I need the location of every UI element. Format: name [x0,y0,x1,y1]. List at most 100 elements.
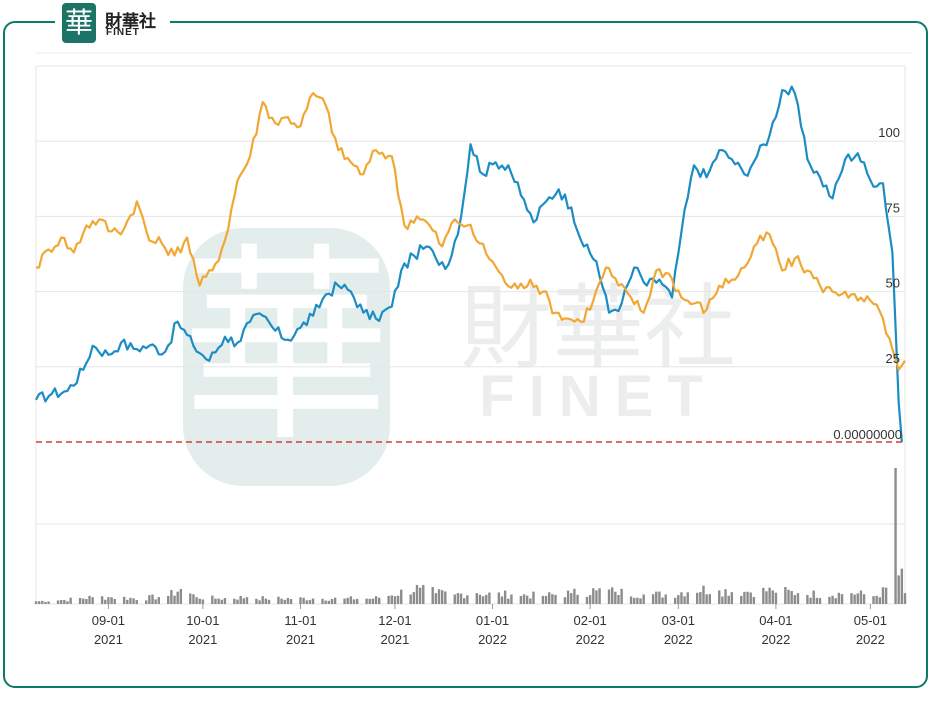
volume-bar [566,590,570,604]
volume-bar [633,597,636,604]
volume-bar [434,593,438,604]
volume-bar [900,568,904,604]
volume-bar [705,594,708,604]
volume-bar [104,599,107,604]
logo-name-cn: 財華社 [105,12,156,32]
series-line-blue [35,85,903,443]
volume-bar [346,597,349,604]
volume-bar [903,593,907,604]
x-tick-label-month: 09-01 [92,613,125,628]
volume-bar [324,600,327,604]
volume-bar [412,592,416,604]
x-tick-label-year: 2021 [94,632,123,647]
volume-bar [409,594,412,604]
volume-bar [721,596,724,604]
volume-bar [261,596,264,604]
volume-bar [488,592,491,604]
volume-bar [655,591,658,604]
volume-bar [85,599,88,604]
x-tick-label-month: 03-01 [662,613,695,628]
volume-bar [63,599,66,604]
volume-bar [327,600,331,604]
volume-bar [422,584,425,604]
volume-bar [862,594,866,604]
volume-bar [743,591,746,604]
volume-bar [532,591,535,604]
x-tick-label-year: 2022 [478,632,507,647]
volume-bar [122,596,126,604]
volume-bar [503,590,507,604]
volume-bar [459,593,463,604]
volume-bar [507,598,510,604]
y-tick-labels: 100 75 50 25 [878,125,900,366]
volume-bar [525,595,529,604]
volume-bar [34,601,38,604]
x-tick-label-month: 12-01 [378,613,411,628]
volume-bar [396,595,400,604]
volume-bar [872,596,875,604]
volume-bar [233,598,236,604]
volume-bar [607,589,611,604]
volume-bar [148,595,151,604]
volume-bar [69,597,72,604]
volume-bar [463,598,466,604]
volume-bar [809,597,812,604]
volume-bar [217,598,220,604]
volume-bar [223,598,227,604]
watermark-badge [183,228,390,486]
volume-bar [113,598,116,604]
volume-bar [859,590,863,604]
volume-bar [176,591,179,604]
volume-bar [195,597,198,604]
volume-bar [59,600,63,604]
logo-badge: 華 [62,3,96,43]
volume-bar [481,596,485,604]
x-tick-labels: 09-01 2021 10-01 2021 11-01 2021 12-01 2021 01-0… [92,604,887,647]
volume-bar [189,593,192,604]
series-line-orange [36,92,906,371]
x-tick-label-year: 2022 [664,632,693,647]
volume-bar [220,599,223,604]
volume-bar [236,599,239,604]
x-tick-label-year: 2022 [576,632,605,647]
volume-bar [699,592,702,604]
x-tick-label-year: 2021 [188,632,217,647]
volume-bar [850,593,853,604]
volume-bar [724,589,727,604]
volume-bar [686,592,689,604]
volume-bar [132,598,135,604]
volume-bar [617,594,620,604]
volume-bar [374,596,378,604]
volume-bar [787,589,790,604]
volume-bar [856,593,859,604]
volume-bar [563,597,567,604]
volume-bar [677,595,680,604]
x-tick-label-month: 01-01 [476,613,509,628]
volume-bar [214,598,217,604]
volume-bar [349,596,353,604]
volume-bar [551,594,554,604]
y-tick-label: 25 [886,351,900,366]
volume-bar [400,589,403,604]
volume-bar [154,599,157,604]
volume-bar [330,598,334,604]
volume-bar [66,601,69,604]
volume-bar [897,575,900,604]
volume-bar [774,592,778,604]
volume-bar [78,597,82,604]
x-tick-label-month: 02-01 [574,613,607,628]
volume-bar [541,595,545,604]
volume-bar [179,589,183,604]
x-tick-label-month: 05-01 [854,613,887,628]
volume-bar [280,598,283,604]
volume-bar [683,596,686,604]
volume-bar [110,597,113,604]
volume-bar [730,592,734,604]
volume-bar [107,597,110,604]
volume-bar [211,595,214,604]
volume-bar [614,591,617,604]
watermark-badge-char: 華 [181,225,391,470]
x-tick-label-year: 2022 [761,632,790,647]
volume-bar [289,599,293,604]
volume-bar [444,591,447,604]
